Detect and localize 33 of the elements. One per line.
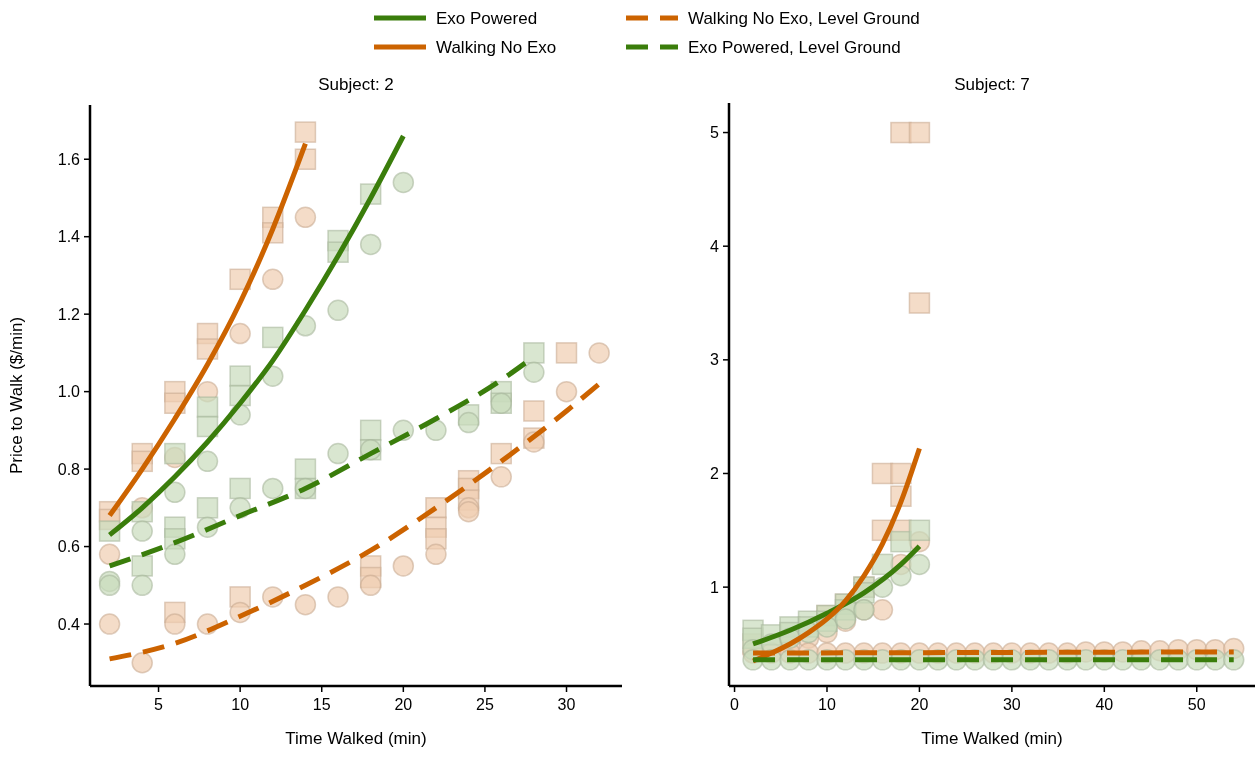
chart-title: Subject: 7	[954, 75, 1030, 94]
y-tick-label: 1.4	[57, 228, 81, 246]
chart-title: Subject: 2	[318, 75, 394, 94]
x-tick-label: 30	[557, 696, 576, 713]
y-tick-label: 1.2	[57, 305, 81, 323]
legend-label: Exo Powered	[436, 8, 538, 28]
x-tick-label: 20	[394, 696, 413, 713]
y-tick-label: 0.6	[57, 538, 81, 556]
y-tick-label: 2	[710, 465, 720, 483]
y-tick-label: 0.4	[57, 615, 81, 633]
y-tick-label: 3	[710, 351, 720, 369]
x-axis-title: Time Walked (min)	[285, 729, 427, 748]
x-tick-label: 0	[730, 696, 740, 713]
x-tick-label: 15	[312, 696, 331, 713]
legend-label: Exo Powered, Level Ground	[688, 37, 901, 57]
y-tick-label: 4	[710, 237, 720, 255]
legend-label: Walking No Exo, Level Ground	[688, 8, 920, 28]
x-tick-label: 25	[476, 696, 494, 713]
x-tick-label: 20	[910, 696, 929, 713]
x-tick-label: 10	[231, 696, 250, 713]
y-axis-title: Price to Walk ($/min)	[7, 316, 26, 475]
y-tick-label: 5	[710, 124, 720, 142]
y-tick-label: 1.6	[57, 150, 81, 168]
x-tick-label: 40	[1095, 696, 1114, 713]
x-tick-label: 10	[818, 696, 836, 713]
x-tick-label: 50	[1187, 696, 1206, 713]
y-tick-label: 0.8	[57, 460, 81, 478]
y-tick-label: 1	[710, 578, 720, 596]
x-tick-label: 5	[154, 696, 164, 713]
x-axis-title: Time Walked (min)	[921, 729, 1063, 748]
x-tick-label: 30	[1002, 696, 1021, 713]
legend-label: Walking No Exo	[436, 37, 557, 57]
y-tick-label: 1.0	[57, 383, 81, 401]
